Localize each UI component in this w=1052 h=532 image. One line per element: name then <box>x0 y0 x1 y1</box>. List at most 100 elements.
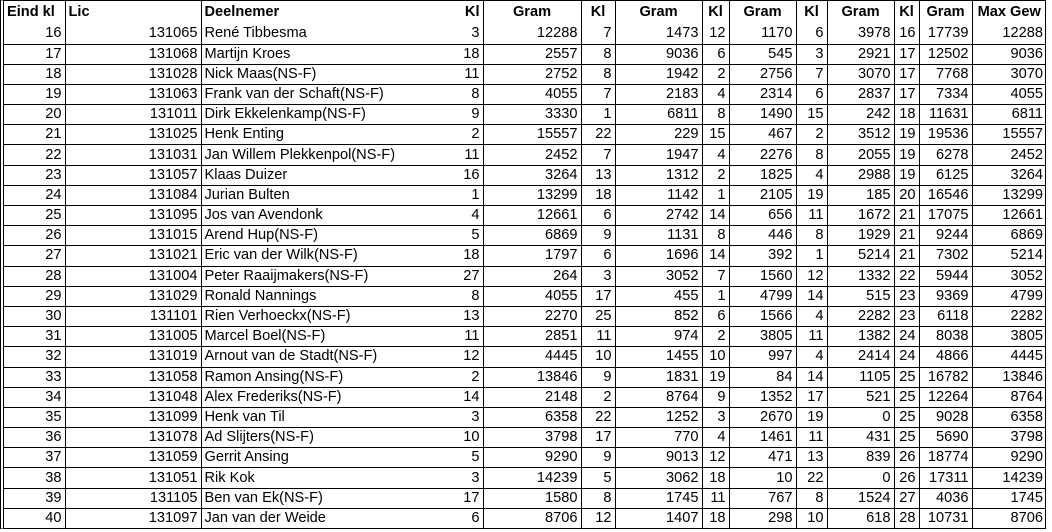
cell-lic: 131015 <box>64 225 201 247</box>
cell-kl-4: 6 <box>795 24 827 45</box>
cell-gram-1: 3798 <box>482 427 581 449</box>
cell-gram-2: 1942 <box>614 64 702 85</box>
header-lic: Lic <box>64 1 201 24</box>
cell-gram-4: 1382 <box>826 326 894 348</box>
cell-kl-5: 24 <box>893 326 919 348</box>
cell-kl-5: 25 <box>893 407 919 429</box>
cell-gram-1: 264 <box>482 266 581 287</box>
cell-kl-5: 23 <box>893 286 919 307</box>
cell-gram-5: 5690 <box>918 427 972 449</box>
cell-kl-4: 11 <box>795 427 827 449</box>
cell-lic: 131005 <box>64 326 201 348</box>
cell-gram-5: 9244 <box>918 225 972 247</box>
cell-gram-3: 392 <box>728 245 796 267</box>
cell-lic: 131068 <box>64 44 201 65</box>
table-row: 26 131015 Arend Hup(NS-F) 5 6869 9 1131 8 446 8 19… <box>4 225 1046 247</box>
cell-gram-3: 1566 <box>728 306 796 328</box>
cell-gram-3: 471 <box>728 447 796 469</box>
cell-kl-3: 7 <box>701 266 729 287</box>
cell-deelnemer: Henk van Til <box>200 407 443 429</box>
cell-max-gew: 1745 <box>971 488 1046 509</box>
cell-gram-2: 6811 <box>614 104 702 126</box>
cell-kl-2: 7 <box>580 144 615 166</box>
cell-lic: 131021 <box>64 245 201 267</box>
cell-kl-4: 8 <box>795 225 827 247</box>
cell-kl-3: 19 <box>701 367 729 388</box>
cell-kl-3: 4 <box>701 144 729 166</box>
cell-deelnemer: Frank van der Schaft(NS-F) <box>200 84 443 106</box>
cell-lic: 131057 <box>64 165 201 186</box>
cell-kl-5: 18 <box>893 104 919 126</box>
cell-kl-1: 11 <box>443 144 483 166</box>
cell-gram-3: 1170 <box>728 24 796 45</box>
table-row: 20 131011 Dirk Ekkelenkamp(NS-F) 9 3330 1 6811… <box>4 104 1046 126</box>
cell-gram-4: 0 <box>826 467 894 489</box>
cell-kl-4: 4 <box>795 346 827 368</box>
cell-eind-kl: 40 <box>4 508 65 530</box>
cell-lic: 131084 <box>64 185 201 207</box>
cell-gram-5: 4866 <box>918 346 972 368</box>
cell-gram-1: 1797 <box>482 245 581 267</box>
cell-kl-4: 22 <box>795 467 827 489</box>
cell-gram-3: 3805 <box>728 326 796 348</box>
cell-kl-1: 3 <box>443 24 483 45</box>
cell-kl-5: 17 <box>893 44 919 65</box>
cell-kl-4: 6 <box>795 84 827 106</box>
cell-gram-3: 467 <box>728 124 796 146</box>
cell-gram-5: 6118 <box>918 306 972 328</box>
cell-kl-5: 19 <box>893 124 919 146</box>
cell-kl-2: 8 <box>580 44 615 65</box>
cell-gram-1: 2557 <box>482 44 581 65</box>
cell-max-gew: 6358 <box>971 407 1046 429</box>
cell-deelnemer: Jos van Avendonk <box>200 205 443 227</box>
cell-kl-4: 14 <box>795 367 827 388</box>
cell-gram-4: 2055 <box>826 144 894 166</box>
cell-kl-1: 18 <box>443 44 483 65</box>
cell-gram-2: 1745 <box>614 488 702 509</box>
cell-kl-2: 22 <box>580 124 615 146</box>
cell-gram-3: 997 <box>728 346 796 368</box>
table-row: 16 131065 René Tibbesma 3 12288 7 1473 12 1170 6 3… <box>4 24 1046 45</box>
cell-gram-5: 19536 <box>918 124 972 146</box>
cell-kl-4: 19 <box>795 407 827 429</box>
cell-deelnemer: Jan van der Weide <box>200 508 443 530</box>
cell-kl-2: 6 <box>580 205 615 227</box>
cell-eind-kl: 33 <box>4 367 65 388</box>
cell-gram-4: 3512 <box>826 124 894 146</box>
cell-gram-1: 4055 <box>482 84 581 106</box>
cell-gram-2: 2742 <box>614 205 702 227</box>
cell-gram-2: 1407 <box>614 508 702 530</box>
cell-kl-1: 2 <box>443 367 483 388</box>
cell-kl-5: 25 <box>893 387 919 408</box>
cell-kl-1: 8 <box>443 84 483 106</box>
table-row: 17 131068 Martijn Kroes 18 2557 8 9036 6 545 3 292… <box>4 44 1046 65</box>
cell-gram-3: 2756 <box>728 64 796 85</box>
cell-eind-kl: 23 <box>4 165 65 186</box>
table-row: 18 131028 Nick Maas(NS-F) 11 2752 8 1942 2 2756 7… <box>4 64 1046 85</box>
cell-gram-1: 3330 <box>482 104 581 126</box>
cell-gram-5: 10731 <box>918 508 972 530</box>
cell-gram-2: 1131 <box>614 225 702 247</box>
cell-kl-1: 11 <box>443 64 483 85</box>
cell-kl-3: 8 <box>701 225 729 247</box>
cell-kl-4: 19 <box>795 185 827 207</box>
cell-eind-kl: 37 <box>4 447 65 469</box>
cell-lic: 131097 <box>64 508 201 530</box>
cell-gram-5: 17739 <box>918 24 972 45</box>
cell-deelnemer: Dirk Ekkelenkamp(NS-F) <box>200 104 443 126</box>
cell-deelnemer: Arnout van de Stadt(NS-F) <box>200 346 443 368</box>
cell-kl-1: 17 <box>443 488 483 509</box>
cell-gram-1: 13299 <box>482 185 581 207</box>
cell-gram-3: 2314 <box>728 84 796 106</box>
cell-deelnemer: Ramon Ansing(NS-F) <box>200 367 443 388</box>
cell-deelnemer: Peter Raaijmakers(NS-F) <box>200 266 443 287</box>
cell-kl-3: 12 <box>701 447 729 469</box>
cell-deelnemer: Arend Hup(NS-F) <box>200 225 443 247</box>
cell-eind-kl: 29 <box>4 286 65 307</box>
table-row: 37 131059 Gerrit Ansing 5 9290 9 9013 12 471 13 83… <box>4 447 1046 469</box>
cell-kl-1: 1 <box>443 185 483 207</box>
header-kl-2: Kl <box>580 1 615 24</box>
header-kl-4: Kl <box>795 1 827 24</box>
cell-eind-kl: 24 <box>4 185 65 207</box>
table-row: 27 131021 Eric van der Wilk(NS-F) 18 1797 6 16… <box>4 245 1046 267</box>
